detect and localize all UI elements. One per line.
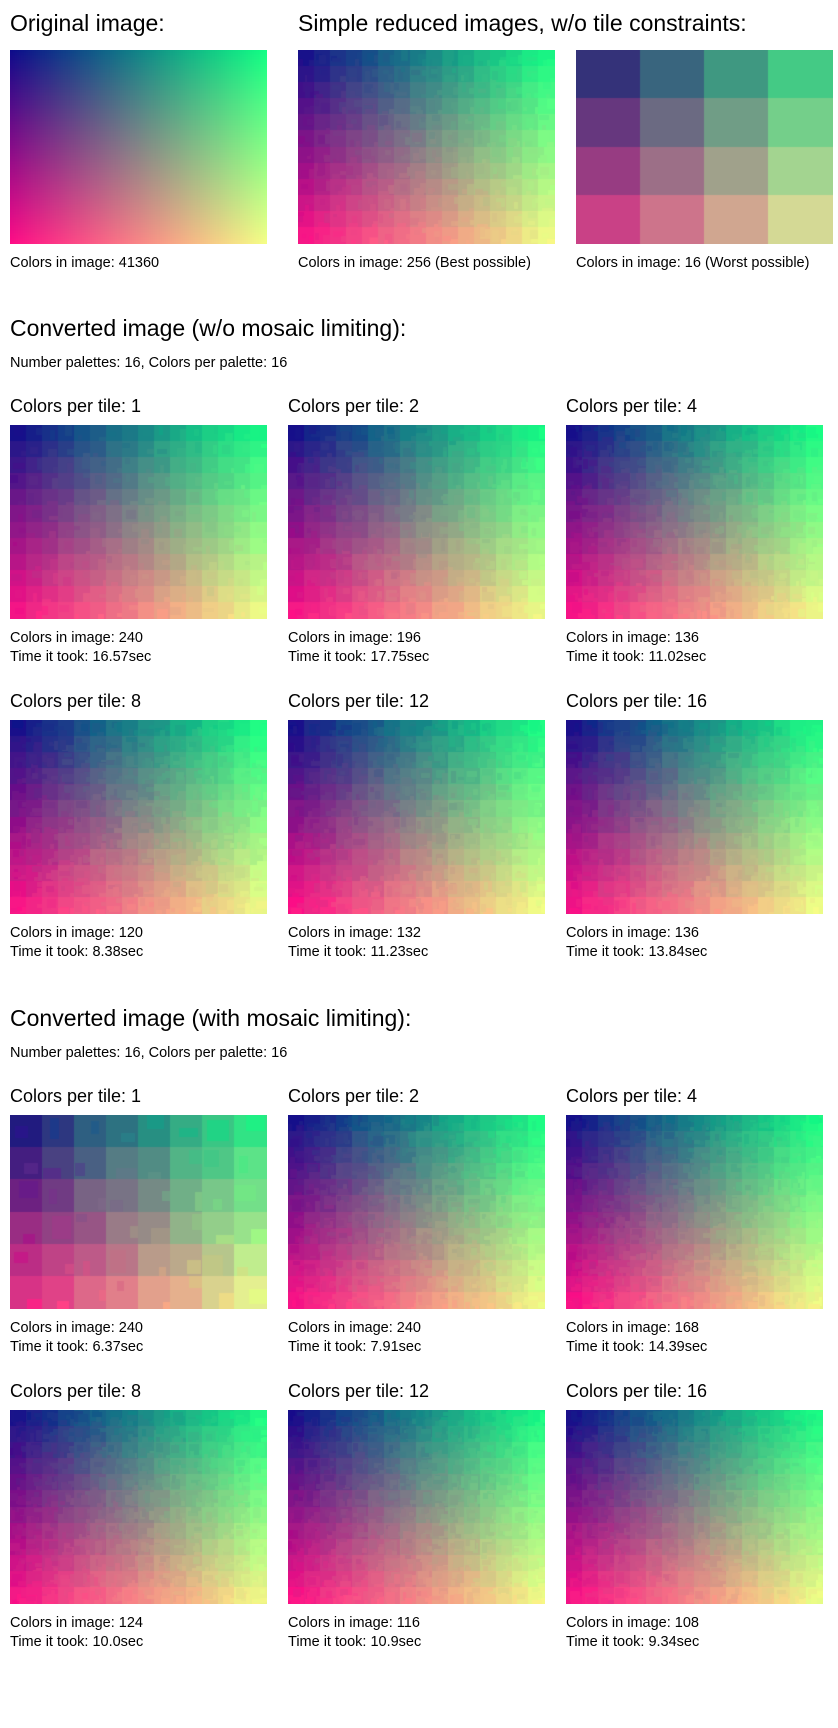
result-image bbox=[566, 720, 823, 914]
result-label: Colors per tile: 8 bbox=[10, 1381, 142, 1401]
result-time: Time it took: 11.23sec bbox=[288, 944, 429, 960]
section-subtitle-mosaic: Number palettes: 16, Colors per palette:… bbox=[10, 1045, 288, 1061]
result-colors: Colors in image: 132 bbox=[288, 925, 421, 941]
result-colors: Colors in image: 196 bbox=[288, 630, 421, 646]
original-title: Original image: bbox=[10, 10, 165, 36]
result-time: Time it took: 8.38sec bbox=[10, 944, 144, 960]
section-title-no-mosaic: Converted image (w/o mosaic limiting): bbox=[10, 315, 407, 341]
result-colors: Colors in image: 240 bbox=[10, 630, 143, 646]
section-subtitle-no-mosaic: Number palettes: 16, Colors per palette:… bbox=[10, 355, 288, 371]
result-colors: Colors in image: 136 bbox=[566, 630, 699, 646]
result-time: Time it took: 6.37sec bbox=[10, 1339, 144, 1355]
result-label: Colors per tile: 4 bbox=[566, 396, 698, 416]
result-time: Time it took: 9.34sec bbox=[566, 1634, 700, 1650]
result-time: Time it took: 13.84sec bbox=[566, 944, 708, 960]
best-reduced-caption: Colors in image: 256 (Best possible) bbox=[298, 255, 531, 271]
result-label: Colors per tile: 16 bbox=[566, 1381, 708, 1401]
result-image bbox=[10, 1115, 267, 1309]
result-image bbox=[10, 720, 267, 914]
result-image bbox=[288, 425, 545, 619]
result-image bbox=[10, 1410, 267, 1604]
worst-reduced-image bbox=[576, 50, 833, 244]
section-title-mosaic: Converted image (with mosaic limiting): bbox=[10, 1005, 412, 1031]
result-colors: Colors in image: 240 bbox=[10, 1320, 143, 1336]
result-time: Time it took: 10.9sec bbox=[288, 1634, 422, 1650]
result-colors: Colors in image: 240 bbox=[288, 1320, 421, 1336]
result-colors: Colors in image: 168 bbox=[566, 1320, 699, 1336]
best-reduced-image bbox=[298, 50, 555, 244]
result-image bbox=[566, 1115, 823, 1309]
result-time: Time it took: 10.0sec bbox=[10, 1634, 144, 1650]
result-time: Time it took: 11.02sec bbox=[566, 649, 707, 665]
result-label: Colors per tile: 16 bbox=[566, 691, 708, 711]
result-image bbox=[288, 1115, 545, 1309]
result-image bbox=[288, 1410, 545, 1604]
result-colors: Colors in image: 124 bbox=[10, 1615, 143, 1631]
result-label: Colors per tile: 1 bbox=[10, 1086, 142, 1106]
result-image bbox=[566, 425, 823, 619]
result-colors: Colors in image: 108 bbox=[566, 1615, 699, 1631]
result-label: Colors per tile: 2 bbox=[288, 1086, 420, 1106]
original-caption: Colors in image: 41360 bbox=[10, 255, 160, 271]
result-image bbox=[288, 720, 545, 914]
result-colors: Colors in image: 136 bbox=[566, 925, 699, 941]
result-image bbox=[10, 425, 267, 619]
result-colors: Colors in image: 116 bbox=[288, 1615, 420, 1631]
result-label: Colors per tile: 8 bbox=[10, 691, 142, 711]
result-label: Colors per tile: 12 bbox=[288, 1381, 430, 1401]
result-time: Time it took: 7.91sec bbox=[288, 1339, 422, 1355]
result-image bbox=[566, 1410, 823, 1604]
result-label: Colors per tile: 1 bbox=[10, 396, 142, 416]
result-time: Time it took: 16.57sec bbox=[10, 649, 152, 665]
original-image bbox=[10, 50, 267, 244]
worst-reduced-caption: Colors in image: 16 (Worst possible) bbox=[576, 255, 810, 271]
result-time: Time it took: 17.75sec bbox=[288, 649, 430, 665]
result-colors: Colors in image: 120 bbox=[10, 925, 143, 941]
result-label: Colors per tile: 4 bbox=[566, 1086, 698, 1106]
simple-title: Simple reduced images, w/o tile constrai… bbox=[298, 10, 747, 36]
result-label: Colors per tile: 12 bbox=[288, 691, 430, 711]
result-time: Time it took: 14.39sec bbox=[566, 1339, 708, 1355]
result-label: Colors per tile: 2 bbox=[288, 396, 420, 416]
